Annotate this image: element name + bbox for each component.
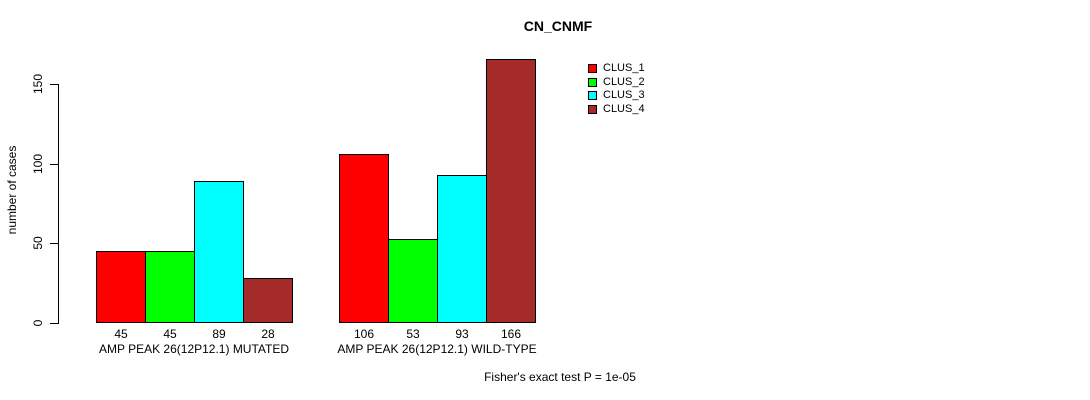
- legend-item: CLUS_1: [588, 62, 645, 76]
- bar-value-label: 93: [455, 327, 469, 341]
- legend-label: CLUS_4: [603, 102, 645, 115]
- bar-value-label: 53: [406, 327, 420, 341]
- legend-item: CLUS_4: [588, 103, 645, 117]
- legend-swatch-clus_4: [588, 104, 597, 114]
- legend-label: CLUS_3: [603, 89, 645, 102]
- y-axis-tick-label: 100: [31, 153, 45, 174]
- bar-clus_3-group1: [194, 181, 244, 323]
- legend-swatch-clus_2: [588, 77, 597, 87]
- bar-value-label: 45: [114, 327, 128, 341]
- bar-clus_3-group2: [437, 174, 487, 323]
- bar-value-label: 45: [163, 327, 177, 341]
- y-axis-label: number of cases: [5, 145, 19, 235]
- legend-swatch-clus_1: [588, 64, 597, 74]
- bar-clus_1-group1: [96, 251, 146, 323]
- y-axis-line: [58, 84, 59, 324]
- x-category-label: AMP PEAK 26(12P12.1) WILD-TYPE: [337, 342, 537, 356]
- y-axis-tick-label: 150: [31, 73, 45, 95]
- bar-value-label: 106: [353, 327, 375, 341]
- bar-value-label: 89: [212, 327, 226, 341]
- legend-label: CLUS_1: [603, 62, 645, 75]
- y-axis-tick: [50, 243, 58, 245]
- bar-value-label: 166: [500, 327, 522, 341]
- bar-clus_2-group2: [388, 238, 438, 323]
- legend-swatch-clus_3: [588, 91, 597, 101]
- legend: CLUS_1 CLUS_2 CLUS_3 CLUS_4: [588, 62, 645, 116]
- legend-label: CLUS_2: [603, 75, 645, 88]
- bar-clus_1-group2: [339, 154, 389, 323]
- legend-item: CLUS_3: [588, 89, 645, 103]
- bar-clus_4-group1: [243, 278, 293, 323]
- annotation-text: Fisher's exact test P = 1e-05: [484, 370, 636, 384]
- legend-item: CLUS_2: [588, 76, 645, 90]
- y-axis-tick-label: 0: [31, 319, 45, 327]
- y-axis-tick: [50, 323, 58, 324]
- y-axis-tick-label: 50: [31, 236, 45, 251]
- bar-value-label: 28: [261, 327, 275, 341]
- bar-clus_2-group1: [145, 251, 195, 323]
- bar-clus_4-group2: [486, 58, 536, 323]
- x-category-label: AMP PEAK 26(12P12.1) MUTATED: [98, 342, 290, 356]
- chart-title: CN_CNMF: [523, 18, 593, 34]
- y-axis-tick: [50, 163, 58, 165]
- y-axis-tick: [50, 84, 58, 85]
